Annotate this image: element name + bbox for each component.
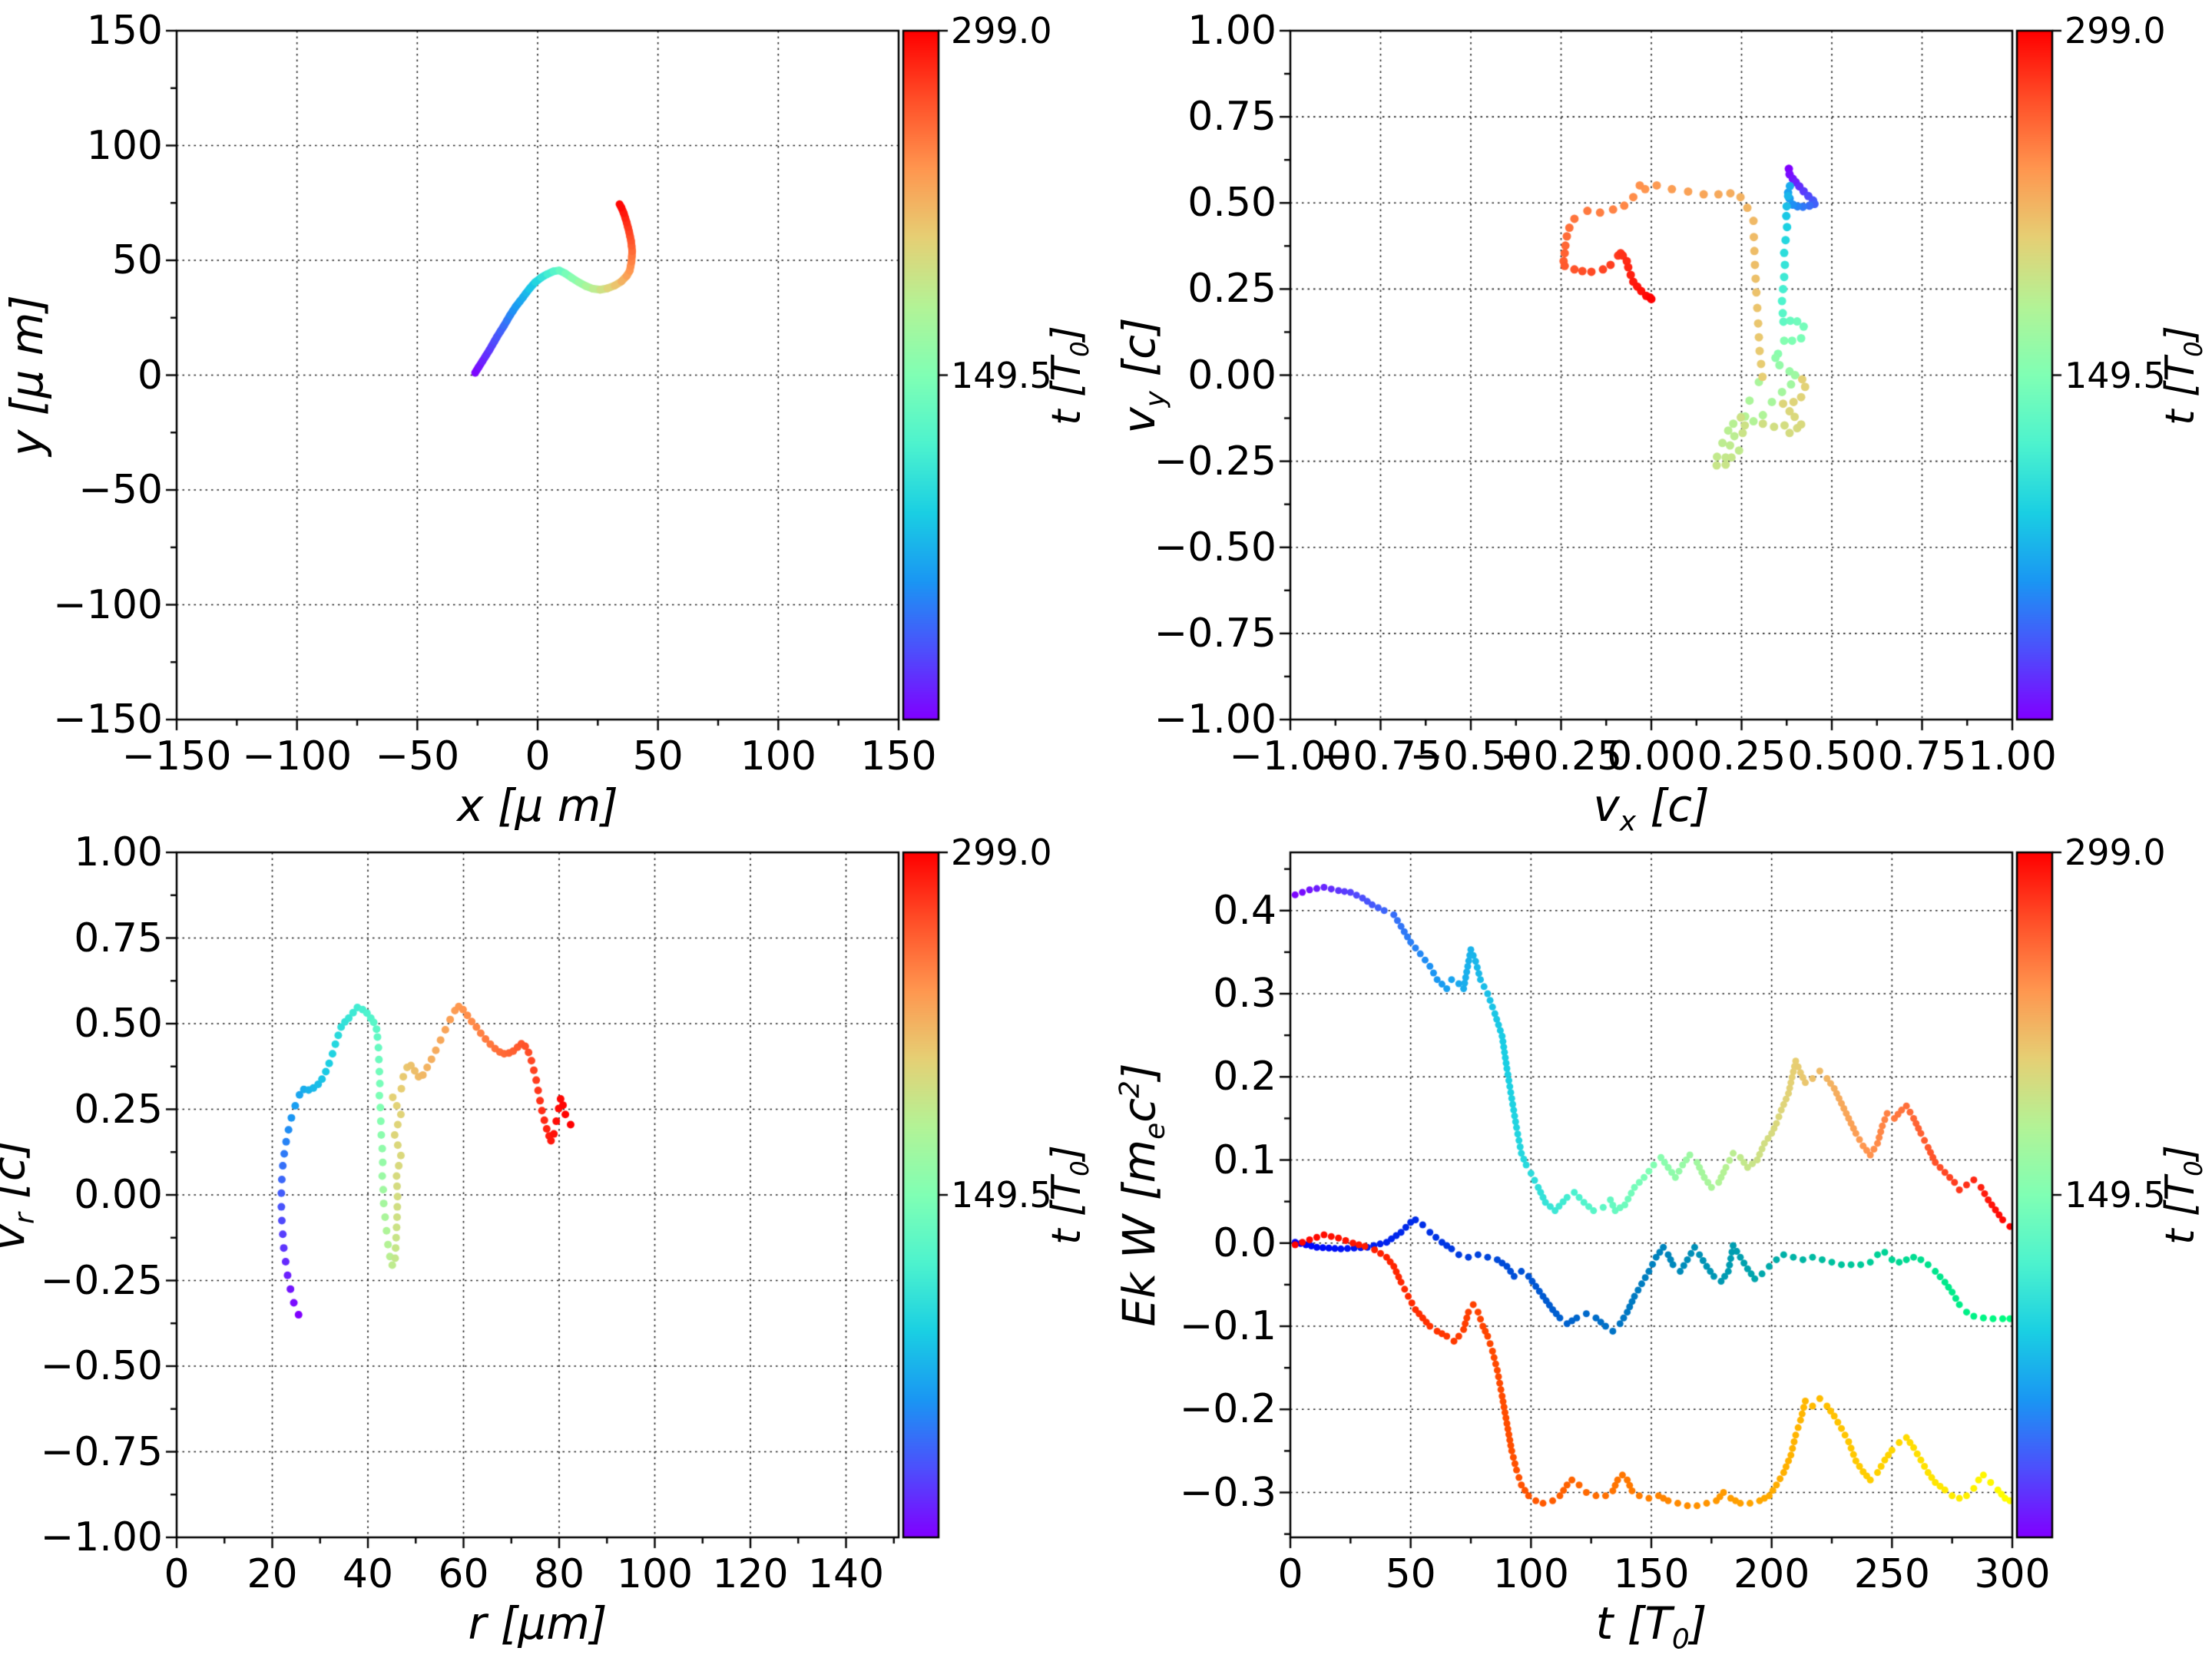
x-axis-label: r [μm] (468, 1597, 608, 1649)
x-tick-label: 100 (740, 733, 816, 779)
x-tick-label: 0.25 (1697, 733, 1786, 779)
y-tick-label: −1.00 (1154, 697, 1277, 743)
y-tick-label: 1.00 (1187, 8, 1277, 54)
x-axis-label: t [T0] (1595, 1597, 1707, 1656)
x-tick-label: 0.00 (1607, 733, 1696, 779)
y-tick-label: 0.25 (74, 1086, 163, 1133)
y-tick-label: 0 (137, 352, 163, 399)
y-axis-label: vr [c] (0, 1139, 41, 1251)
colorbar-label: t [T0] (2157, 1145, 2209, 1245)
x-tick-label: 1.00 (1968, 733, 2057, 779)
x-tick-label: −50 (375, 733, 460, 779)
y-tick-label: −0.25 (1154, 438, 1277, 485)
y-tick-label: 0.00 (1187, 352, 1277, 399)
y-tick-label: 0.25 (1187, 266, 1277, 313)
x-tick-label: 150 (1613, 1551, 1690, 1597)
y-tick-label: −0.3 (1179, 1469, 1277, 1516)
y-tick-label: 0.50 (1187, 180, 1277, 227)
y-tick-label: 50 (111, 237, 163, 283)
y-tick-label: −0.25 (40, 1257, 163, 1304)
colorbar-tick-label: 299.0 (951, 10, 1052, 51)
x-tick-label: 0.75 (1877, 733, 1967, 779)
colorbar-tick-label: 149.5 (2065, 1174, 2166, 1216)
colorbar-tick-label: 299.0 (951, 832, 1052, 873)
y-tick-label: −100 (53, 581, 163, 628)
x-tick-label: −1.00 (1229, 733, 1352, 779)
y-tick-label: −50 (78, 467, 163, 513)
x-tick-label: 0.50 (1787, 733, 1876, 779)
y-tick-label: 0.4 (1213, 887, 1277, 934)
colorbar-label: t [T0] (1043, 1145, 1095, 1245)
x-tick-label: 60 (438, 1551, 489, 1597)
x-tick-label: −150 (121, 733, 232, 779)
x-tick-label: 100 (1492, 1551, 1569, 1597)
x-tick-label: 50 (632, 733, 684, 779)
y-tick-label: −0.50 (1154, 524, 1277, 571)
y-tick-label: 100 (86, 122, 163, 169)
colorbar-label: t [T0] (1043, 325, 1095, 425)
x-tick-label: 40 (342, 1551, 394, 1597)
y-axis-label: Ek W [mec2] (1113, 1063, 1171, 1327)
y-tick-label: 0.75 (74, 915, 163, 961)
y-tick-label: 1.00 (74, 829, 163, 875)
x-tick-label: 300 (1974, 1551, 2051, 1597)
colorbar-label: t [T0] (2157, 325, 2209, 425)
y-axis-label: vy [c] (1113, 316, 1171, 434)
x-tick-label: 100 (616, 1551, 694, 1597)
x-tick-label: 200 (1734, 1551, 1810, 1597)
x-tick-label: 140 (807, 1551, 885, 1597)
y-tick-label: 150 (86, 8, 163, 54)
y-tick-label: 0.2 (1213, 1054, 1277, 1100)
x-axis-label: vx [c] (1593, 779, 1710, 838)
y-tick-label: −0.2 (1179, 1386, 1277, 1433)
y-tick-label: −0.1 (1179, 1303, 1277, 1350)
colorbar-tick-label: 149.5 (2065, 354, 2166, 396)
x-tick-label: 80 (533, 1551, 585, 1597)
x-tick-label: 250 (1853, 1551, 1930, 1597)
colorbar-tick-label: 149.5 (951, 1174, 1052, 1216)
x-tick-label: 0 (164, 1551, 190, 1597)
y-tick-label: 0.75 (1187, 94, 1277, 141)
x-tick-label: 20 (247, 1551, 298, 1597)
y-axis-label: y [μ m] (1, 294, 53, 456)
x-tick-label: 50 (1385, 1551, 1436, 1597)
x-tick-label: −0.25 (1499, 733, 1623, 779)
x-tick-label: −0.50 (1409, 733, 1532, 779)
y-tick-label: 0.1 (1213, 1137, 1277, 1183)
colorbar-tick-label: 149.5 (951, 354, 1052, 396)
y-tick-label: 0.00 (74, 1172, 163, 1218)
y-tick-label: 0.3 (1213, 971, 1277, 1017)
x-axis-label: x [μ m] (457, 779, 618, 832)
x-tick-label: 150 (860, 733, 937, 779)
y-tick-label: −0.50 (40, 1343, 163, 1389)
y-tick-label: −0.75 (40, 1428, 163, 1475)
x-tick-label: −0.75 (1319, 733, 1442, 779)
y-tick-label: 0.0 (1213, 1219, 1277, 1266)
y-tick-label: −150 (53, 697, 163, 743)
colorbar-tick-label: 299.0 (2065, 832, 2166, 873)
colorbar-tick-label: 299.0 (2065, 10, 2166, 51)
y-tick-label: −1.00 (40, 1514, 163, 1560)
x-tick-label: 120 (712, 1551, 789, 1597)
x-tick-label: −100 (242, 733, 353, 779)
y-tick-label: 0.50 (74, 1001, 163, 1047)
y-tick-label: −0.75 (1154, 610, 1277, 657)
x-tick-label: 0 (525, 733, 551, 779)
x-tick-label: 0 (1277, 1551, 1303, 1597)
